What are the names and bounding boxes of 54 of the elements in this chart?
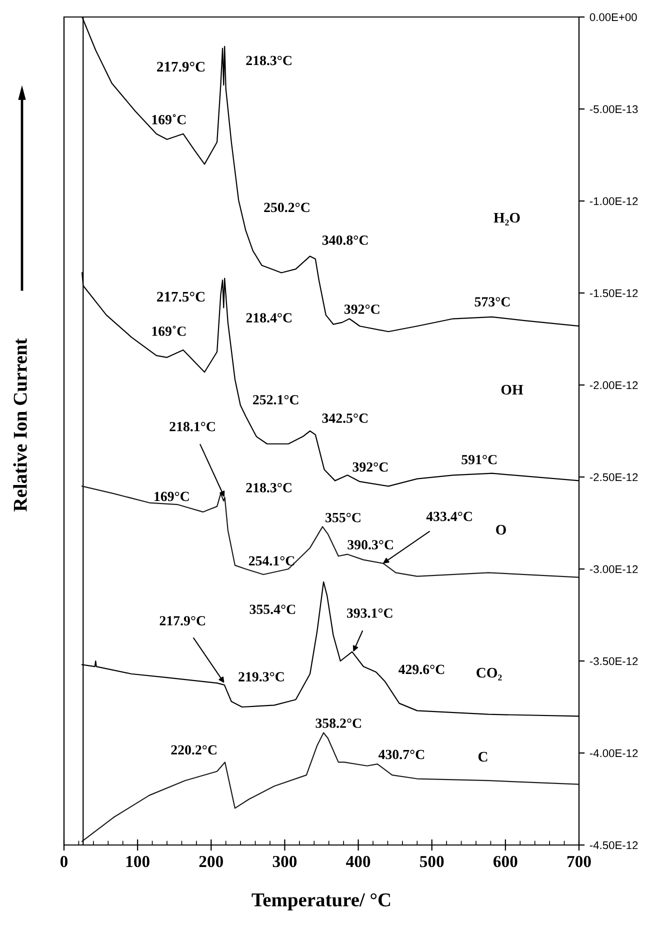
x-tick-label: 300	[272, 856, 297, 868]
annotation: 340.8°C	[322, 235, 368, 245]
y-tick-label: -2.50E-12	[590, 473, 638, 482]
x-tick-label: 700	[567, 856, 591, 868]
annotation: 218.3°C	[246, 56, 292, 66]
annotation: 355°C	[326, 512, 360, 522]
annotation: 252.1°C	[253, 395, 298, 405]
annotation: 392°C	[344, 304, 380, 314]
annotation: 390.3°C	[348, 540, 393, 550]
annotation: 218.3°C	[246, 483, 292, 492]
x-tick-label: 500	[420, 856, 444, 868]
annotation: OH	[501, 384, 524, 395]
y-tick-label: -1.50E-12	[590, 289, 638, 298]
annotation: 218.1°C	[170, 422, 215, 432]
annotation: 591°C	[462, 454, 497, 464]
annotation: 169˚C	[152, 326, 186, 336]
y-tick-label: 0.00E+00	[590, 13, 637, 22]
x-tick-label: 400	[346, 856, 370, 868]
y-tick-label: -5.00E-13	[590, 105, 638, 114]
annotation: 358.2°C	[316, 718, 362, 728]
annotation: 220.2°C	[171, 745, 216, 755]
y-tick-label: -4.50E-12	[590, 841, 638, 850]
annotation: C	[478, 752, 488, 762]
annotation: 169˚C	[152, 114, 186, 124]
x-tick-label: 200	[199, 856, 224, 868]
annotation: 217.9°C	[160, 616, 206, 626]
annotation: 219.3°C	[238, 672, 284, 682]
annotation: 217.5°C	[157, 292, 204, 302]
annotation: 433.4°C	[426, 512, 472, 522]
annotation: 573°C	[474, 297, 510, 307]
annotation: 169°C	[154, 492, 189, 502]
annotation: 218.4°C	[246, 313, 292, 323]
annotation: 355.4°C	[250, 604, 296, 614]
x-tick-label: 0	[60, 856, 68, 868]
annotation: 250.2°C	[264, 202, 310, 212]
annotation: H₂O	[494, 212, 520, 226]
annotation: 429.6°C	[398, 664, 444, 674]
y-tick-label: -3.50E-12	[590, 657, 638, 666]
annotation: 392°C	[352, 462, 388, 472]
annotation: O	[496, 524, 506, 535]
annotation: 430.7°C	[378, 750, 424, 760]
y-tick-label: -2.00E-12	[590, 381, 638, 390]
y-tick-label: -1.00E-12	[590, 197, 638, 206]
x-tick-label: 600	[494, 856, 518, 868]
y-tick-label: -3.00E-12	[590, 565, 638, 574]
x-tick-label: 100	[126, 856, 150, 868]
y-tick-label: -4.00E-12	[590, 749, 638, 758]
annotation: 393.1°C	[346, 608, 392, 618]
x-axis-title: Temperature/ °C	[252, 893, 390, 910]
annotation: 254.1°C	[248, 556, 294, 566]
annotation: CO₂	[476, 668, 502, 680]
y-axis-title: Relative Ion Current	[13, 338, 27, 512]
annotation: 217.9°C	[157, 62, 204, 72]
annotation: 342.5°C	[322, 414, 368, 423]
